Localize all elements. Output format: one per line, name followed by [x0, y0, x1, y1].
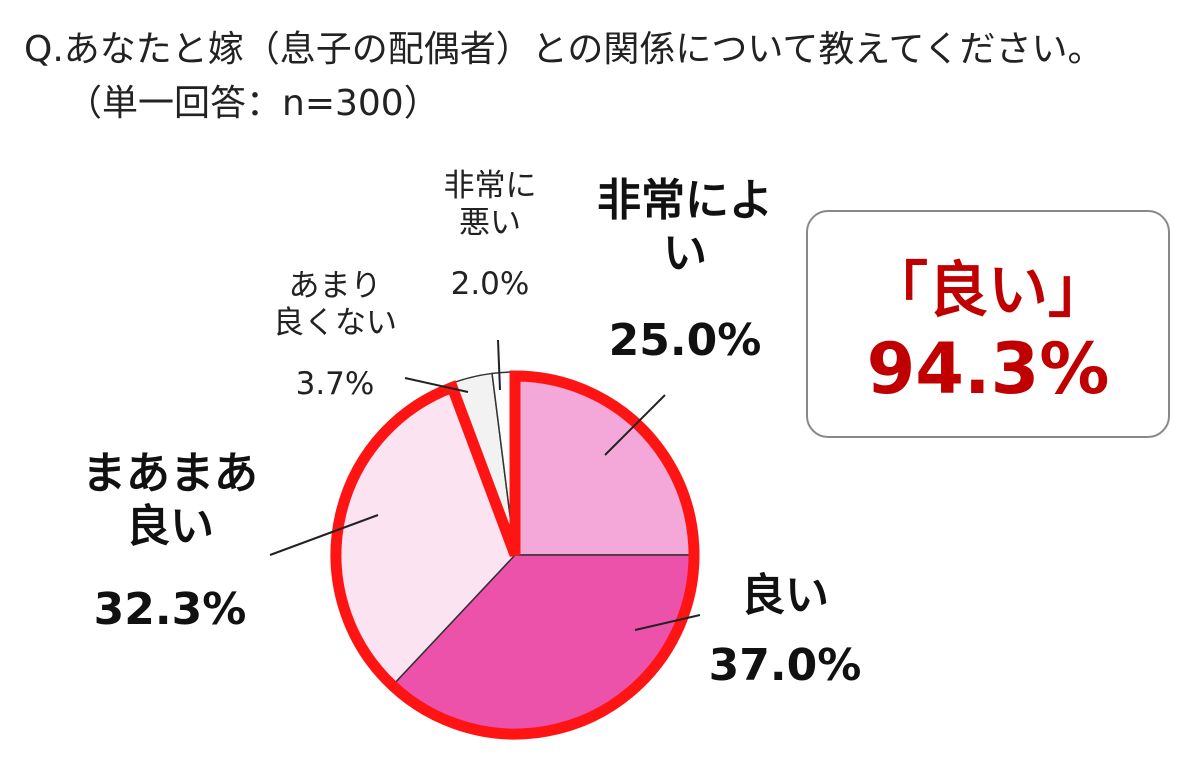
callout-label: 「良い」: [868, 256, 1108, 326]
callout-box: 「良い」 94.3%: [806, 210, 1170, 438]
slice-label: 非常に 悪い: [443, 168, 537, 242]
leader-line: [634, 614, 701, 631]
slice-label: 良い: [741, 570, 829, 621]
value-label: 2.0%: [450, 266, 530, 302]
highlight-outline: [330, 370, 700, 740]
slice-label: あまり 良くない: [273, 268, 397, 342]
callout-value: 94.3%: [866, 328, 1110, 410]
leader-line: [604, 394, 666, 456]
slice-label: 非常によ い: [597, 175, 773, 279]
value-label: 32.3%: [93, 584, 247, 635]
value-label: 25.0%: [608, 315, 762, 366]
leader-line: [269, 514, 379, 556]
chart-title: Q.あなたと嫁（息子の配偶者）との関係について教えてください。: [24, 29, 1104, 70]
slice-label: まあまあ 良い: [82, 448, 258, 552]
leader-line: [404, 377, 469, 393]
chart-subtitle: （単一回答：n=300）: [66, 83, 440, 124]
value-label: 37.0%: [708, 640, 862, 691]
value-label: 3.7%: [295, 366, 375, 402]
leader-line: [497, 339, 501, 391]
